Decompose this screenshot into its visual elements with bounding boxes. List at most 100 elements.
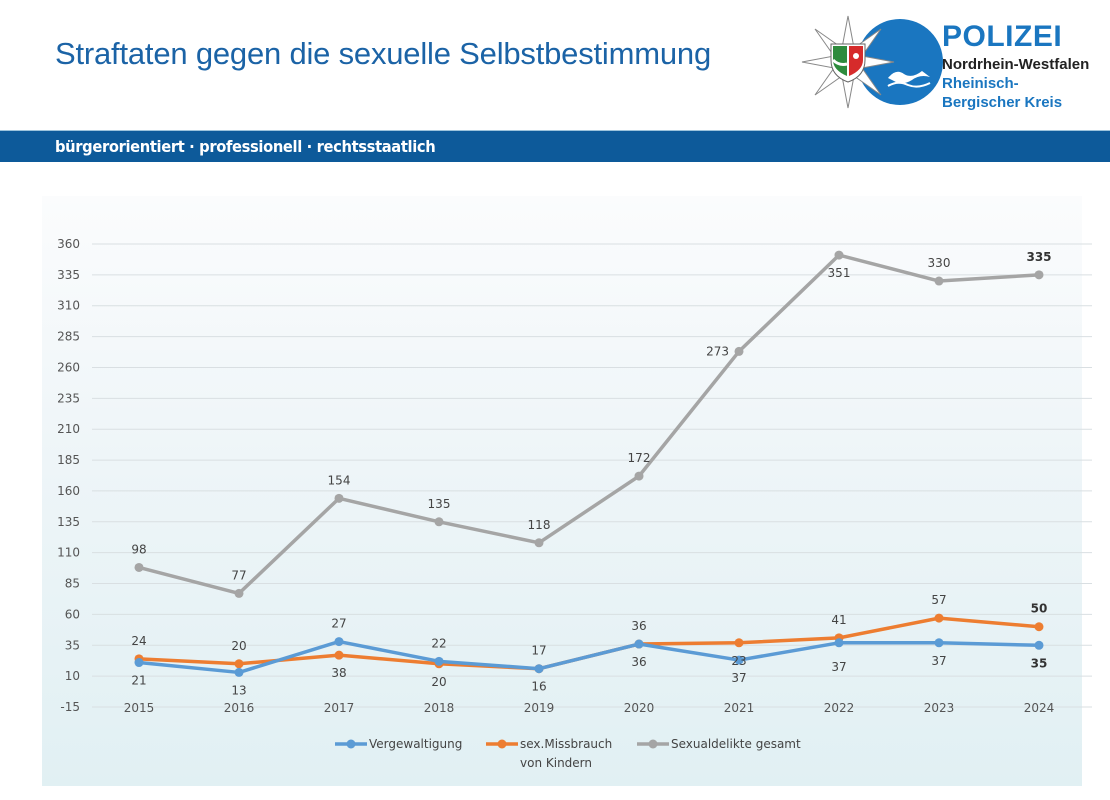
x-tick-label: 2018 bbox=[424, 701, 455, 715]
series-lines bbox=[134, 250, 1044, 677]
legend-label: Sexualdelikte gesamt bbox=[671, 737, 801, 751]
legend-item: Vergewaltigung bbox=[335, 737, 462, 751]
data-label: 57 bbox=[931, 593, 946, 607]
data-point bbox=[934, 613, 944, 623]
logo-district-2: Bergischer Kreis bbox=[942, 94, 1063, 111]
data-label: 38 bbox=[331, 666, 346, 680]
y-tick-label: 135 bbox=[57, 515, 80, 529]
data-label: 36 bbox=[631, 655, 646, 669]
data-label: 351 bbox=[828, 266, 851, 280]
data-point bbox=[1034, 270, 1044, 280]
data-label: 37 bbox=[731, 671, 746, 685]
page-title: Straftaten gegen die sexuelle Selbstbest… bbox=[55, 36, 711, 71]
data-point bbox=[934, 276, 944, 286]
series-line bbox=[138, 253, 1040, 596]
data-point bbox=[234, 588, 244, 598]
legend: Vergewaltigung sex.Missbrauch von Kindern S… bbox=[335, 737, 801, 770]
data-point bbox=[634, 471, 644, 481]
legend-label: von Kindern bbox=[520, 756, 592, 770]
x-tick-label: 2019 bbox=[524, 701, 555, 715]
data-label: 330 bbox=[928, 256, 951, 270]
y-tick-label: 360 bbox=[57, 237, 80, 251]
data-label: 50 bbox=[1031, 602, 1048, 616]
data-label: 41 bbox=[831, 613, 846, 627]
y-tick-label: 10 bbox=[65, 669, 80, 683]
data-point bbox=[1034, 640, 1044, 650]
tagline: bürgerorientiert · professionell · recht… bbox=[55, 137, 436, 156]
x-tick-label: 2020 bbox=[624, 701, 655, 715]
y-tick-label: 235 bbox=[57, 391, 80, 405]
legend-label: sex.Missbrauch bbox=[520, 737, 612, 751]
data-label: 118 bbox=[528, 518, 551, 532]
data-label: 172 bbox=[628, 451, 651, 465]
x-tick-label: 2021 bbox=[724, 701, 755, 715]
y-tick-label: 110 bbox=[57, 546, 80, 560]
legend-item: sex.Missbrauch von Kindern bbox=[486, 737, 612, 770]
legend-label: Vergewaltigung bbox=[369, 737, 462, 751]
data-label: 273 bbox=[706, 344, 729, 358]
series-line bbox=[138, 639, 1040, 675]
data-point bbox=[234, 659, 244, 669]
y-tick-label: 210 bbox=[57, 422, 80, 436]
x-tick-label: 2024 bbox=[1024, 701, 1055, 715]
series-2 bbox=[134, 250, 1044, 598]
data-label: 20 bbox=[231, 639, 246, 653]
data-label: 37 bbox=[931, 654, 946, 668]
y-tick-label: 260 bbox=[57, 360, 80, 374]
y-tick-label: 285 bbox=[57, 330, 80, 344]
data-label: 16 bbox=[531, 680, 546, 694]
y-tick-label: 60 bbox=[65, 607, 80, 621]
data-point bbox=[434, 656, 444, 666]
police-star-emblem-icon bbox=[801, 15, 943, 109]
data-point bbox=[1034, 622, 1044, 632]
data-label: 13 bbox=[231, 683, 246, 697]
data-point bbox=[734, 655, 744, 665]
logo-polizei: POLIZEI bbox=[942, 20, 1063, 53]
data-point bbox=[334, 650, 344, 660]
logo-state: Nordrhein-Westfalen bbox=[942, 56, 1090, 73]
x-tick-label: 2015 bbox=[124, 701, 155, 715]
y-tick-label: 185 bbox=[57, 453, 80, 467]
data-label: 35 bbox=[1031, 656, 1048, 670]
y-tick-label: 160 bbox=[57, 484, 80, 498]
x-axis-ticks: 2015 2016 2017 2018 2019 2020 2021 2022 2023 2024 bbox=[124, 701, 1055, 715]
data-label: 27 bbox=[331, 617, 346, 631]
legend-marker bbox=[497, 739, 507, 749]
logo-district-1: Rheinisch- bbox=[942, 75, 1019, 92]
legend-marker bbox=[648, 739, 658, 749]
data-label: 98 bbox=[131, 542, 146, 556]
data-label: 36 bbox=[631, 619, 646, 633]
y-tick-label: 310 bbox=[57, 299, 80, 313]
data-label: 22 bbox=[431, 636, 446, 650]
data-label: 37 bbox=[831, 660, 846, 674]
data-point bbox=[834, 638, 844, 648]
data-label: 335 bbox=[1026, 250, 1051, 264]
data-point bbox=[134, 658, 144, 668]
legend-item: Sexualdelikte gesamt bbox=[637, 737, 801, 751]
x-tick-label: 2023 bbox=[924, 701, 955, 715]
y-tick-label: 335 bbox=[57, 268, 80, 282]
y-tick-label: -15 bbox=[60, 700, 80, 714]
data-label: 20 bbox=[431, 675, 446, 689]
data-point bbox=[234, 667, 244, 677]
logo-text: POLIZEI Nordrhein-Westfalen Rheinisch- B… bbox=[942, 22, 1089, 112]
tagline-band: bürgerorientiert · professionell · recht… bbox=[0, 130, 1110, 162]
data-label: 23 bbox=[731, 654, 746, 668]
data-point bbox=[534, 538, 544, 548]
gridlines bbox=[92, 243, 1092, 708]
data-label: 154 bbox=[328, 473, 351, 487]
data-point bbox=[334, 637, 344, 647]
y-tick-label: 35 bbox=[65, 638, 80, 652]
data-point bbox=[434, 517, 444, 527]
x-tick-label: 2016 bbox=[224, 701, 255, 715]
data-labels: 21 13 27 22 17 36 37 37 37 35 24 20 38 20 16 36 23 41 57 50… bbox=[131, 250, 1051, 698]
data-point bbox=[734, 638, 744, 648]
series-0 bbox=[134, 637, 1044, 677]
y-axis-ticks: -15 10 35 60 85 110 135 160 185 210 235 260 285 310 33… bbox=[57, 237, 80, 714]
data-point bbox=[734, 346, 744, 356]
data-point bbox=[934, 638, 944, 648]
data-label: 17 bbox=[531, 644, 546, 658]
x-tick-label: 2017 bbox=[324, 701, 355, 715]
data-label: 21 bbox=[131, 674, 146, 688]
